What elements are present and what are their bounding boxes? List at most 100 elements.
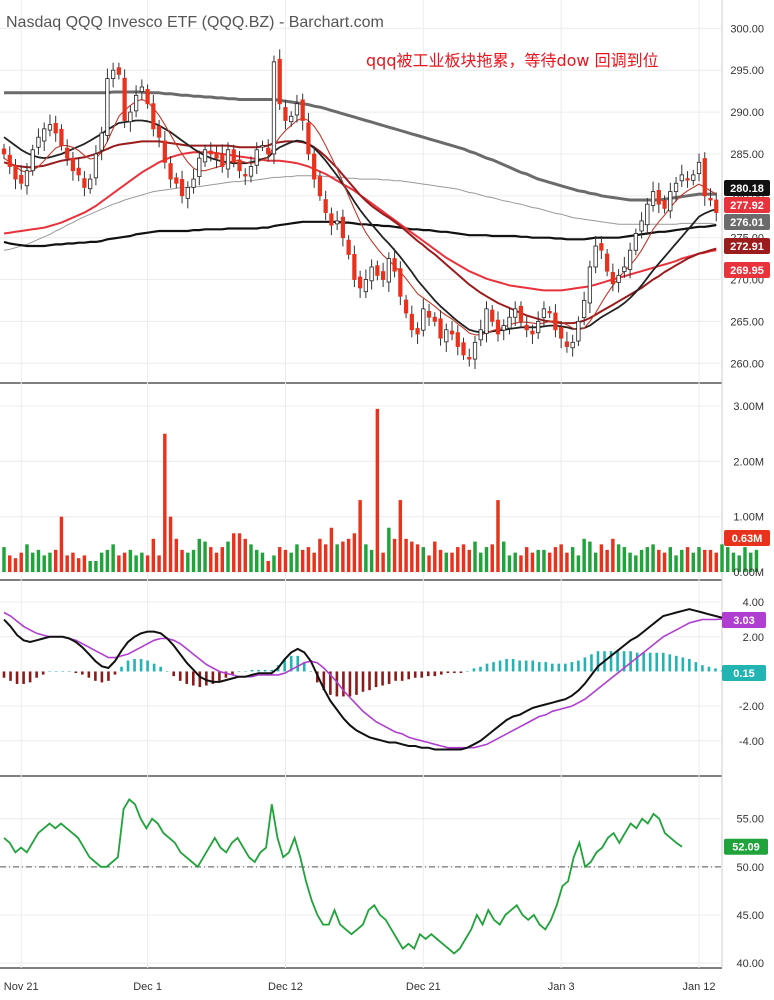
candle-body [225, 149, 231, 170]
macd-histogram-bar [590, 654, 593, 672]
candle-body [426, 310, 432, 318]
volume-bar [243, 538, 247, 572]
candle-body [490, 309, 495, 322]
macd-tick-label: -4.00 [739, 736, 764, 748]
candle-body [53, 122, 58, 134]
macd-histogram-bar [661, 652, 665, 672]
candle-body [541, 308, 547, 319]
volume-bar [565, 552, 569, 572]
candle-body [650, 191, 656, 206]
candle-body [47, 124, 53, 131]
macd-histogram-bar [178, 671, 182, 681]
price-tick-label: 265.00 [730, 316, 764, 328]
macd-histogram-bar [433, 671, 437, 677]
candle-body [323, 199, 328, 213]
x-tick-label: Jan 3 [548, 981, 575, 993]
candle-body [633, 233, 638, 251]
macd-histogram-bar [335, 671, 339, 697]
price-badge-label: 277.92 [730, 200, 764, 212]
candle-body [306, 122, 311, 155]
signal-badge-label: 3.03 [733, 615, 754, 627]
volume-bar [737, 555, 741, 572]
volume-bar [295, 544, 299, 572]
candle-body [260, 145, 265, 148]
x-tick-label: Dec 12 [268, 981, 303, 993]
volume-bar [220, 547, 224, 572]
candle-body [444, 329, 449, 343]
volume-bar [214, 552, 219, 572]
volume-bar [140, 552, 144, 572]
candle-body [122, 77, 127, 121]
candle-body [610, 272, 615, 285]
volume-bar [163, 433, 167, 572]
candle-body [312, 153, 317, 180]
candle-body [639, 220, 644, 232]
candle-body [7, 154, 12, 167]
volume-bar [450, 552, 454, 572]
volume-bar [260, 552, 265, 572]
macd-histogram-bar [159, 666, 162, 672]
macd-histogram-bar [394, 671, 397, 681]
macd-tick-label: 2.00 [743, 632, 764, 644]
volume-bar [277, 547, 282, 572]
volume-bar [714, 552, 718, 572]
macd-histogram-bar [531, 660, 535, 672]
macd-histogram-bar [544, 662, 548, 672]
macd-histogram-bar [283, 658, 286, 672]
macd-histogram-bar [244, 671, 247, 672]
candle-body [289, 115, 294, 123]
candle-body [13, 164, 18, 180]
volume-bar [467, 549, 471, 572]
volume-bar [611, 538, 615, 572]
candle-body [191, 178, 196, 188]
volume-bar [398, 500, 403, 572]
macd-line [3, 608, 723, 751]
macd-histogram-bar [459, 671, 463, 674]
candle-body [564, 341, 570, 347]
candle-body [70, 157, 76, 172]
macd-histogram-bar [472, 668, 476, 672]
volume-bar [559, 544, 563, 572]
volume-bar [507, 555, 512, 572]
macd-histogram-bar [289, 655, 293, 672]
candle-body [524, 324, 529, 331]
volume-bar [674, 555, 678, 572]
macd-histogram-bar [9, 671, 12, 681]
candle-body [645, 203, 650, 226]
volume-bar [168, 516, 173, 572]
candle-body [65, 147, 70, 159]
candle-body [604, 253, 610, 272]
candle-body [105, 78, 110, 136]
macd-histogram-bar [629, 651, 632, 672]
macd-histogram-bar [557, 663, 561, 672]
candle-body [346, 239, 351, 255]
macd-histogram-bar [675, 655, 678, 672]
macd-panel [2, 608, 724, 751]
candle-body [455, 332, 460, 347]
volume-badge-label: 0.63M [732, 533, 763, 545]
macd-histogram-bar [707, 666, 711, 672]
macd-histogram-bar [309, 671, 313, 672]
candle-body [518, 305, 524, 322]
macd-histogram-bar [237, 671, 241, 672]
volume-bar [415, 544, 420, 572]
volume-bar [36, 549, 41, 572]
macd-histogram-bar [322, 671, 326, 691]
volume-bar [65, 555, 69, 572]
macd-histogram-bar [413, 671, 417, 678]
volume-bar [588, 541, 592, 572]
volume-bar [306, 547, 311, 572]
macd-histogram-bar [701, 665, 704, 672]
volume-bar [180, 549, 184, 572]
macd-histogram-bar [505, 658, 508, 672]
macd-histogram-bar [596, 651, 600, 672]
volume-bar [438, 549, 443, 572]
volume-bar [255, 549, 259, 572]
candle-body [582, 300, 587, 319]
macd-histogram-bar [205, 671, 208, 686]
volume-bar [421, 547, 426, 572]
volume-bar [479, 552, 483, 572]
volume-bar [444, 552, 449, 572]
candle-body [553, 312, 558, 331]
candle-body [133, 94, 139, 112]
